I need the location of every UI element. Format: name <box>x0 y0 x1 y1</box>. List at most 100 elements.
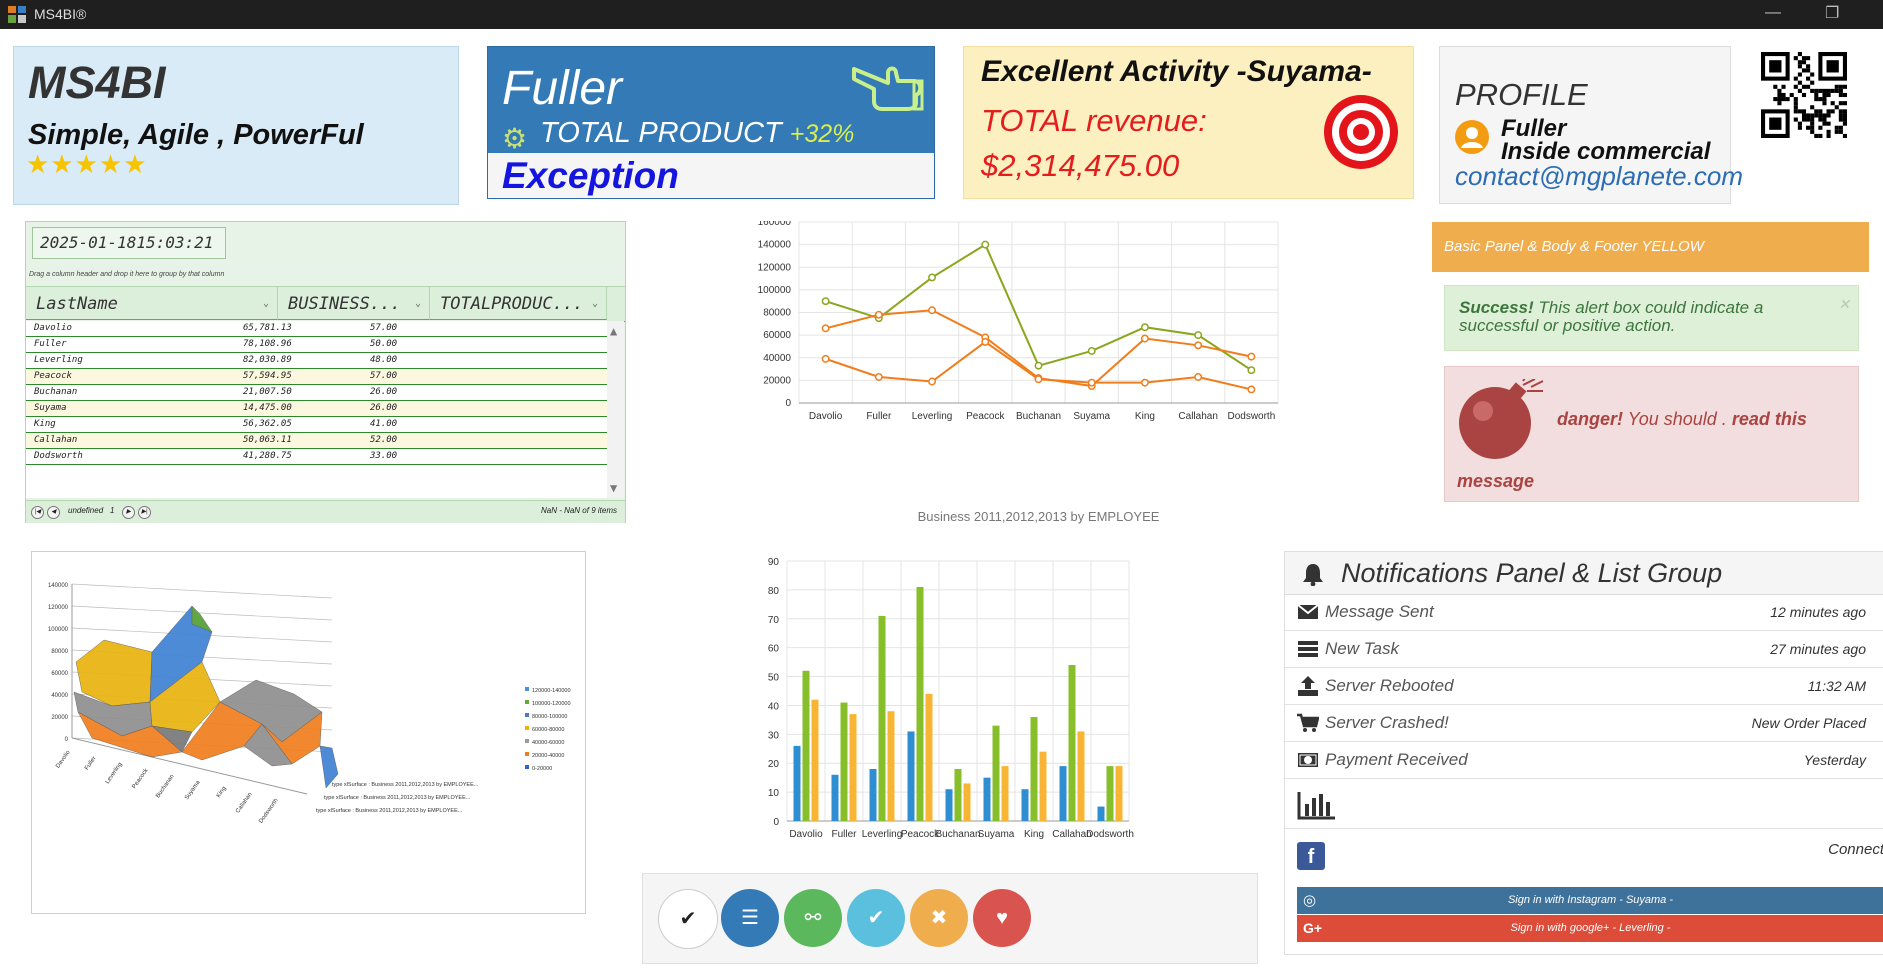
surface-patch <box>191 605 213 633</box>
danger-alert: danger! You should . read this message <box>1444 366 1859 502</box>
bar <box>811 699 819 821</box>
table-cell: 14,475.00 <box>243 403 292 413</box>
minimize-button[interactable]: — <box>1765 4 1781 21</box>
grid-scrollbar[interactable]: ▲ ▼ <box>607 321 624 498</box>
table-row[interactable]: Callahan 50,063.11 52.00 <box>26 433 607 449</box>
connect-label: Connect <box>1828 841 1883 858</box>
product-card-footer: Exception <box>488 153 934 198</box>
list-item[interactable]: Message Sent 12 minutes ago <box>1285 594 1883 631</box>
restore-button[interactable]: ❐ <box>1825 5 1840 22</box>
close-button[interactable]: ✖ <box>910 889 968 947</box>
table-cell: 57.00 <box>370 371 398 381</box>
data-point <box>1140 378 1149 387</box>
bar-chart-icon <box>1297 792 1335 820</box>
legend-swatch <box>525 687 529 691</box>
x-tick-label: Suyama <box>978 829 1015 840</box>
bar <box>983 777 991 821</box>
bar <box>1039 751 1047 821</box>
list-item-label: Message Sent <box>1325 602 1434 621</box>
z-tick-label: 0 <box>65 737 69 743</box>
google-signin-button[interactable]: G+ Sign in with google+ - Leverling - <box>1297 915 1883 942</box>
list-item[interactable]: Payment Received Yesterday <box>1285 742 1883 779</box>
table-cell: 57,594.95 <box>243 371 292 381</box>
legend-label: 100000-120000 <box>532 701 571 707</box>
table-cell: 48.00 <box>370 355 398 365</box>
list-item-label: Server Rebooted <box>1325 676 1454 695</box>
table-cell: 26.00 <box>370 387 398 397</box>
surface-chart: 0 20000 40000 60000 80000 100000 120000 140000 D… <box>48 583 571 825</box>
table-row[interactable]: Fuller 78,108.96 50.00 <box>26 337 607 353</box>
favorite-button[interactable]: ♥ <box>973 889 1031 947</box>
x-tick-label: King <box>1135 411 1155 422</box>
x-tick-label: Leverling <box>862 829 903 840</box>
legend-swatch <box>525 726 529 730</box>
column-header-business[interactable]: BUSINESS... ⌄ <box>278 286 430 320</box>
ok-button[interactable]: ✔ <box>847 889 905 947</box>
x-tick-label: Callahan <box>235 792 254 815</box>
x-tick-label: Davolio <box>55 749 72 769</box>
google-signin-label: Sign in with google+ - Leverling - <box>1510 922 1671 934</box>
x-tick-label: King <box>1024 829 1044 840</box>
close-icon[interactable]: ✕ <box>1838 296 1850 312</box>
list-item-facebook[interactable]: f Connect <box>1285 829 1883 877</box>
chevron-down-icon[interactable]: ⌄ <box>262 298 269 309</box>
revenue-value: $2,314,475.00 <box>981 148 1180 183</box>
profile-email-link[interactable]: contact@mgplanete.com <box>1455 161 1743 191</box>
prev-page-icon[interactable]: ◀ <box>47 506 60 519</box>
instagram-signin-button[interactable]: ◎ Sign in with Instagram - Suyama - <box>1297 887 1883 914</box>
list-item[interactable]: Server Crashed! New Order Placed <box>1285 705 1883 742</box>
surface-patch <box>75 639 153 707</box>
gears-icon: ⚙ <box>502 123 528 154</box>
z-tick-label: 20000 <box>51 715 68 721</box>
success-strong: Success! <box>1459 298 1534 317</box>
first-page-icon[interactable]: |◀ <box>31 506 44 519</box>
product-label: TOTAL PRODUCT +32% <box>540 117 854 150</box>
chevron-down-icon[interactable]: ⌄ <box>591 298 598 309</box>
z-tick-label: 120000 <box>48 605 69 611</box>
table-row[interactable]: Davolio 65,781.13 57.00 <box>26 321 607 337</box>
column-header-lastname[interactable]: LastName ⌄ <box>26 286 278 320</box>
table-cell: Fuller <box>34 339 67 349</box>
y-tick-label: 10 <box>768 788 780 799</box>
next-page-icon[interactable]: ▶ <box>122 506 135 519</box>
facebook-icon[interactable]: f <box>1297 842 1325 870</box>
table-row[interactable]: Suyama 14,475.00 26.00 <box>26 401 607 417</box>
danger-link[interactable]: read this <box>1731 409 1807 429</box>
success-alert: Success! This alert box could indicate a… <box>1444 285 1859 351</box>
link-button[interactable]: ⚯ <box>784 889 842 947</box>
data-point <box>1034 361 1043 370</box>
bar <box>1021 789 1029 821</box>
list-button[interactable]: ☰ <box>721 889 779 947</box>
instagram-signin-label: Sign in with Instagram - Suyama - <box>1507 894 1674 906</box>
scroll-down-icon[interactable]: ▼ <box>610 481 618 495</box>
surface-patch <box>149 661 221 733</box>
data-point <box>928 273 937 282</box>
table-row[interactable]: King 56,362.05 41.00 <box>26 417 607 433</box>
hand-pointing-icon <box>852 66 924 111</box>
list-item[interactable]: New Task 27 minutes ago <box>1285 631 1883 668</box>
chevron-down-icon[interactable]: ⌄ <box>414 298 421 309</box>
x-tick-label: Davolio <box>789 829 823 840</box>
table-cell: 21,007.50 <box>243 387 292 397</box>
total-product-label: TOTAL PRODUCT <box>540 117 782 149</box>
data-point <box>874 310 883 319</box>
table-row[interactable]: Leverling 82,030.89 48.00 <box>26 353 607 369</box>
table-row[interactable]: Dodsworth 41,280.75 33.00 <box>26 449 607 465</box>
list-item-stats[interactable] <box>1285 780 1883 829</box>
scroll-up-icon[interactable]: ▲ <box>610 324 618 338</box>
column-header-totalproduct[interactable]: TOTALPRODUC... ⌄ <box>430 286 607 320</box>
bar <box>831 774 839 821</box>
x-tick-label: Dodsworth <box>258 798 279 825</box>
notifications-title: Notifications Panel & List Group <box>1341 558 1723 588</box>
basic-panel-heading: Basic Panel & Body & Footer YELLOW <box>1432 222 1869 272</box>
table-row[interactable]: Peacock 57,594.95 57.00 <box>26 369 607 385</box>
data-point <box>821 354 830 363</box>
data-point <box>1247 366 1256 375</box>
z-tick-label: 140000 <box>48 583 69 589</box>
last-page-icon[interactable]: ▶| <box>138 506 151 519</box>
pager-page-number[interactable]: 1 <box>110 506 115 515</box>
check-button[interactable]: ✔ <box>658 889 718 949</box>
list-item[interactable]: Server Rebooted 11:32 AM <box>1285 668 1883 705</box>
table-row[interactable]: Buchanan 21,007.50 26.00 <box>26 385 607 401</box>
list-item-time: 12 minutes ago <box>1770 604 1866 620</box>
